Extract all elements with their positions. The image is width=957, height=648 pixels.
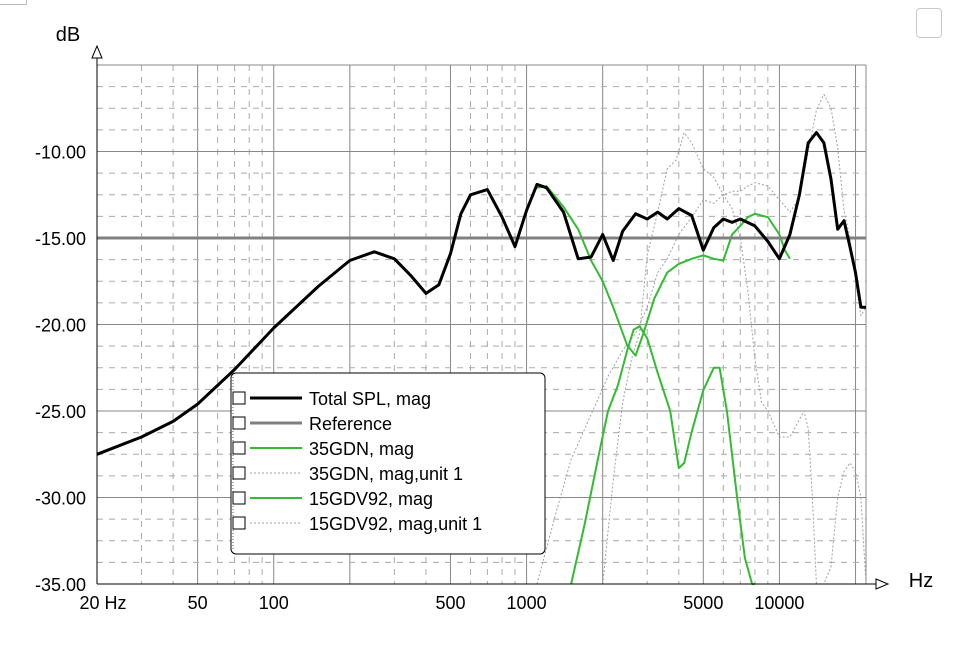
x-tick-label: 1000 [507,593,547,613]
y-tick-label: -35.00 [35,575,86,595]
y-axis-label: dB [56,24,80,46]
legend-label: Total SPL, mag [309,389,431,409]
legend-label: 35GDN, mag [309,439,414,459]
legend-label: 35GDN, mag,unit 1 [309,464,463,484]
x-axis-label: Hz [909,570,933,592]
series-line-2 [536,185,791,357]
legend-checkbox [232,516,246,530]
y-tick-label: -15.00 [35,229,86,249]
legend-checkbox [232,466,246,480]
legend-label: Reference [309,414,392,434]
series-layer [96,93,867,585]
legend-label: 15GDV92, mag,unit 1 [309,514,482,534]
y-axis-arrow [91,44,103,59]
corner-button[interactable] [916,8,942,38]
legend: Total SPL, mag Reference 35GDN, mag 35GDN, … [230,372,546,555]
x-tick-label: 10000 [754,593,804,613]
x-tick-label: 5000 [683,593,723,613]
x-tick-label: 50 [188,593,208,613]
legend-checkbox [232,391,246,405]
legend-label: 15GDV92, mag [309,489,433,509]
x-tick-label: 20 Hz [79,593,126,613]
y-tick-label: -30.00 [35,489,86,509]
corner-mark [0,0,27,5]
series-line-3 [536,93,867,585]
legend-box [230,372,546,555]
series-line-0 [96,131,866,456]
series-line-4 [570,325,755,585]
y-tick-label: -10.00 [35,143,86,163]
x-tick-label: 100 [259,593,289,613]
legend-checkbox [232,416,246,430]
legend-checkbox [232,491,246,505]
x-tick-label: 500 [435,593,465,613]
series-line-5 [602,132,867,585]
y-tick-label: -25.00 [35,402,86,422]
legend-checkbox [232,441,246,455]
x-axis-arrow [875,578,890,590]
y-tick-label: -20.00 [35,316,86,336]
